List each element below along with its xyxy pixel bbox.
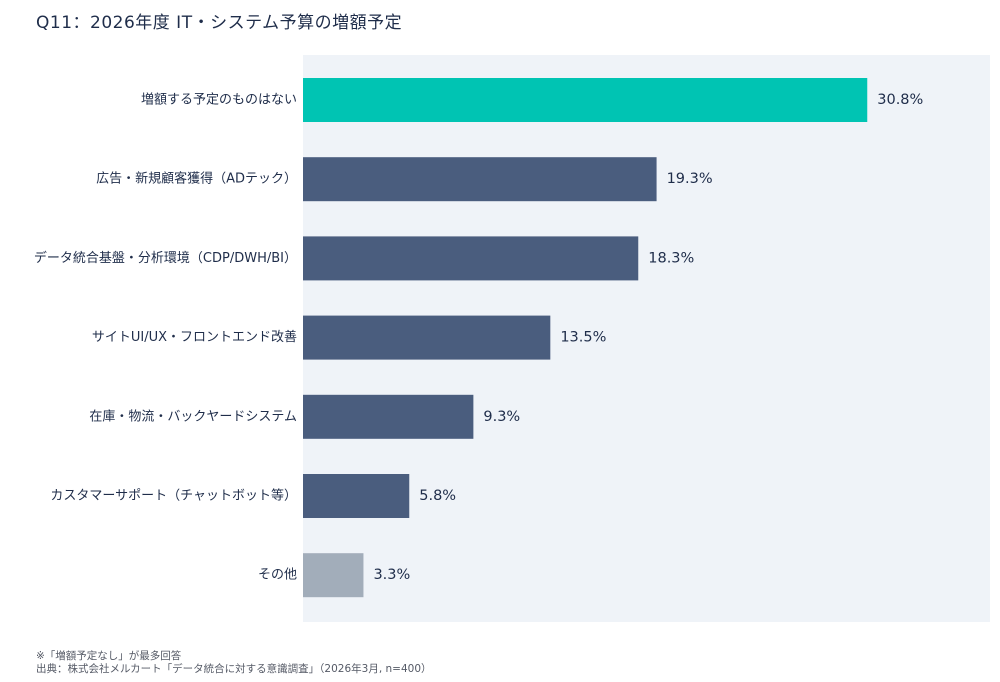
category-label-2: データ統合基盤・分析環境（CDP/DWH/BI） bbox=[34, 250, 297, 266]
value-label-3: 13.5% bbox=[560, 330, 606, 346]
bars-group bbox=[303, 78, 868, 598]
category-label-6: その他 bbox=[258, 568, 297, 583]
chart-title: Q11：2026年度 IT・システム予算の増額予定 bbox=[36, 13, 403, 33]
value-label-0: 30.8% bbox=[877, 92, 923, 108]
value-label-6: 3.3% bbox=[373, 567, 410, 583]
bar-3 bbox=[303, 315, 551, 360]
category-label-4: 在庫・物流・バックヤードシステム bbox=[89, 409, 297, 424]
footnote-source: 出典：株式会社メルカート「データ統合に対する意識調査」（2026年3月, n=4… bbox=[36, 663, 432, 675]
value-label-1: 19.3% bbox=[667, 171, 713, 187]
value-label-2: 18.3% bbox=[648, 250, 694, 266]
bar-1 bbox=[303, 157, 657, 202]
bar-0 bbox=[303, 78, 868, 122]
footnote-note: ※「増額予定なし」が最多回答 bbox=[36, 650, 182, 662]
bar-6 bbox=[303, 553, 364, 598]
category-label-5: カスタマーサポート（チャットボット等） bbox=[50, 488, 297, 504]
value-label-5: 5.8% bbox=[419, 488, 456, 504]
category-label-0: 増額する予定のものはない bbox=[141, 93, 297, 108]
bar-4 bbox=[303, 394, 474, 439]
value-label-4: 9.3% bbox=[483, 409, 520, 425]
category-label-3: サイトUI/UX・フロントエンド改善 bbox=[92, 329, 297, 345]
bar-5 bbox=[303, 474, 410, 518]
value-labels-group: 30.8% 19.3% 18.3% 13.5% 9.3% 5.8% 3.3% bbox=[373, 92, 923, 583]
category-label-1: 広告・新規顧客獲得（ADテック） bbox=[96, 171, 297, 187]
bar-2 bbox=[303, 236, 639, 281]
